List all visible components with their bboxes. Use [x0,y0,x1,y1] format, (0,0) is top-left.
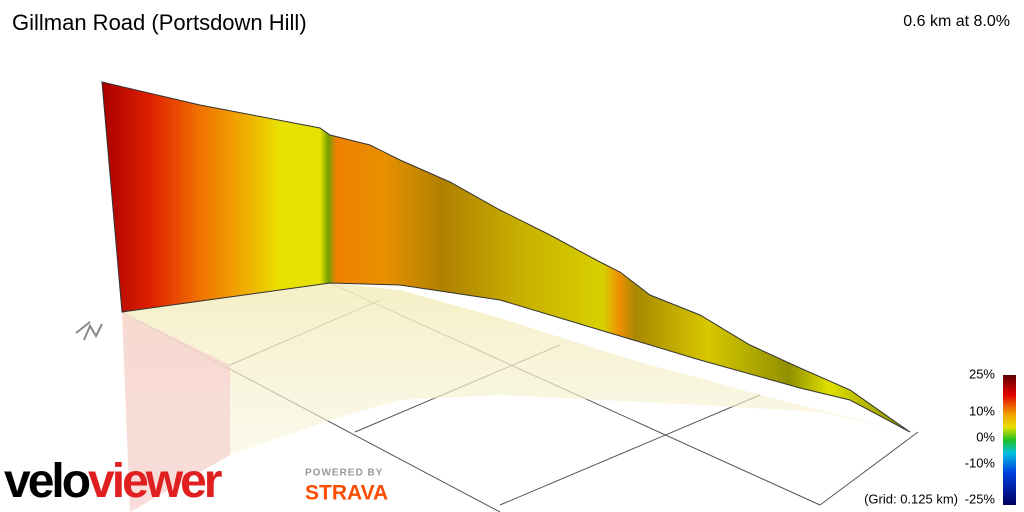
profile-wall [101,81,911,433]
color-tick-label: -25% [965,491,996,506]
color-bar [1003,375,1016,505]
color-tick-label: 0% [976,429,995,444]
strava-logo: STRAVA [305,482,388,505]
profile-reflection-left [122,312,230,512]
logo: veloviewer [4,455,222,508]
color-tick-label: 25% [969,366,995,381]
color-tick-label: -10% [965,455,996,470]
grid-note: (Grid: 0.125 km) [864,491,958,506]
summary: 0.6 km at 8.0% [903,13,1010,30]
color-tick-label: 10% [969,403,995,418]
logo-part: velo [4,455,90,508]
powered-by: POWERED BY [305,468,383,479]
profile-reflection [122,283,910,512]
north-arrow [75,321,103,341]
title: Gillman Road (Portsdown Hill) [12,10,307,35]
logo-part: viewer [88,455,222,508]
